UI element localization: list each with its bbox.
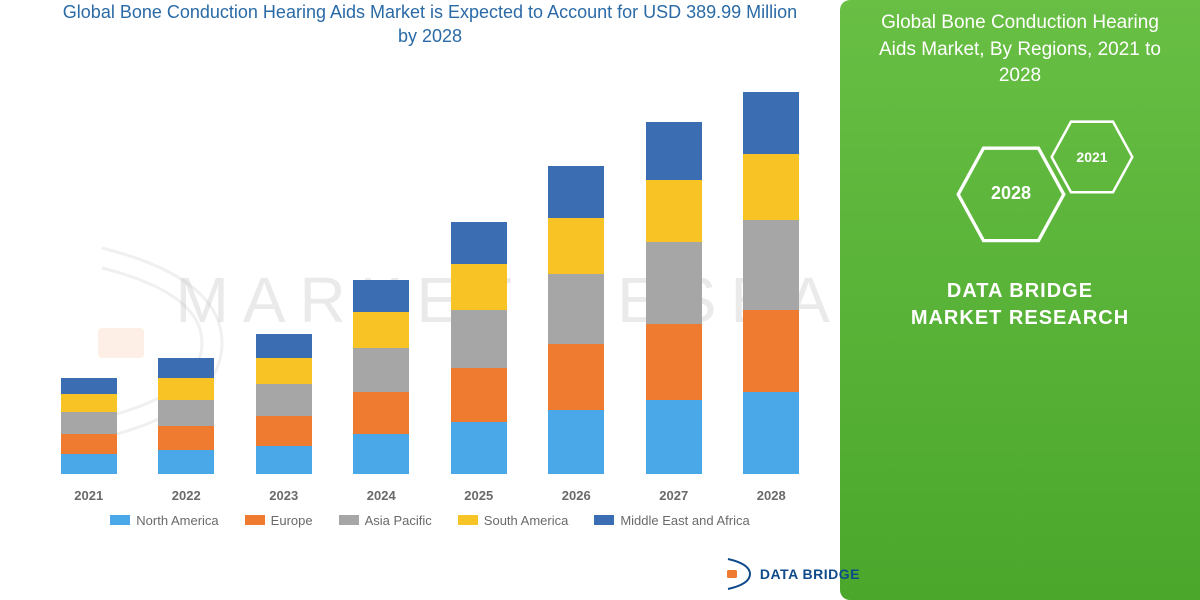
- x-label: 2023: [240, 488, 328, 503]
- x-label: 2026: [532, 488, 620, 503]
- bar-segment: [158, 426, 214, 450]
- x-label: 2021: [45, 488, 133, 503]
- bar-stack: [158, 358, 214, 474]
- footer-logo-text: DATA BRIDGE: [760, 566, 860, 582]
- bar-stack: [353, 280, 409, 474]
- bar-segment: [158, 378, 214, 400]
- bar-segment: [646, 324, 702, 400]
- hex-large-label: 2028: [991, 183, 1031, 204]
- bar-segment: [61, 454, 117, 474]
- brand-line-1: DATA BRIDGE: [866, 278, 1174, 305]
- x-label: 2025: [435, 488, 523, 503]
- bar-segment: [548, 274, 604, 344]
- footer-logo: DATA BRIDGE: [724, 556, 860, 592]
- bar-segment: [548, 344, 604, 410]
- bar-segment: [158, 450, 214, 474]
- bar-segment: [158, 400, 214, 426]
- bar-segment: [451, 310, 507, 368]
- bar-segment: [451, 264, 507, 310]
- hex-small-label: 2021: [1076, 149, 1107, 165]
- bar-segment: [61, 394, 117, 412]
- bar-segment: [353, 348, 409, 392]
- right-summary-panel: Global Bone Conduction Hearing Aids Mark…: [840, 0, 1200, 600]
- bar-segment: [256, 446, 312, 474]
- bar-segment: [548, 166, 604, 218]
- bar-segment: [646, 400, 702, 474]
- bar-column: [337, 280, 425, 474]
- bar-segment: [451, 422, 507, 474]
- legend-item: Middle East and Africa: [594, 513, 749, 528]
- bar-segment: [548, 410, 604, 474]
- legend-item: Europe: [245, 513, 313, 528]
- bar-column: [240, 334, 328, 474]
- bar-column: [45, 378, 133, 474]
- legend-item: Asia Pacific: [339, 513, 432, 528]
- bar-segment: [256, 334, 312, 358]
- legend-swatch: [458, 515, 478, 525]
- bar-stack: [61, 378, 117, 474]
- legend-label: North America: [136, 513, 218, 528]
- bar-segment: [61, 412, 117, 434]
- brand-block: DATA BRIDGE MARKET RESEARCH: [866, 278, 1174, 332]
- legend-label: South America: [484, 513, 569, 528]
- legend-label: Europe: [271, 513, 313, 528]
- bar-segment: [743, 310, 799, 392]
- x-label: 2027: [630, 488, 718, 503]
- brand-line-2: MARKET RESEARCH: [866, 305, 1174, 332]
- bar-column: [435, 222, 523, 474]
- bar-segment: [353, 312, 409, 348]
- legend-label: Middle East and Africa: [620, 513, 749, 528]
- chart-legend: North America Europe Asia Pacific South Ame…: [20, 513, 840, 528]
- footer-logo-icon: [724, 556, 752, 592]
- chart-plot-area: 2021 2022 2023 2024 2025 2026 2027 2028: [40, 63, 820, 503]
- panel-title: Global Bone Conduction Hearing Aids Mark…: [866, 10, 1174, 90]
- bar-segment: [353, 392, 409, 434]
- chart-panel: Global Bone Conduction Hearing Aids Mark…: [20, 0, 840, 560]
- legend-swatch: [594, 515, 614, 525]
- bar-segment: [61, 434, 117, 454]
- bar-group-container: [40, 63, 820, 475]
- legend-item: South America: [458, 513, 569, 528]
- bar-segment: [743, 220, 799, 310]
- x-label: 2028: [727, 488, 815, 503]
- bar-segment: [451, 368, 507, 422]
- bar-segment: [451, 222, 507, 264]
- x-label: 2022: [142, 488, 230, 503]
- x-axis-labels: 2021 2022 2023 2024 2025 2026 2027 2028: [40, 488, 820, 503]
- bar-stack: [256, 334, 312, 474]
- bar-segment: [743, 392, 799, 474]
- legend-label: Asia Pacific: [365, 513, 432, 528]
- legend-swatch: [339, 515, 359, 525]
- bar-segment: [158, 358, 214, 378]
- bar-stack: [451, 222, 507, 474]
- bar-segment: [743, 92, 799, 154]
- bar-segment: [353, 434, 409, 474]
- x-label: 2024: [337, 488, 425, 503]
- legend-swatch: [245, 515, 265, 525]
- bar-column: [630, 122, 718, 474]
- bar-segment: [646, 242, 702, 324]
- legend-item: North America: [110, 513, 218, 528]
- bar-segment: [353, 280, 409, 312]
- bar-segment: [61, 378, 117, 394]
- bar-segment: [256, 416, 312, 446]
- bar-segment: [548, 218, 604, 274]
- hex-small: 2021: [1050, 120, 1134, 194]
- chart-title: Global Bone Conduction Hearing Aids Mark…: [20, 0, 840, 63]
- bar-stack: [646, 122, 702, 474]
- bar-segment: [256, 358, 312, 384]
- legend-swatch: [110, 515, 130, 525]
- bar-segment: [646, 180, 702, 242]
- bar-column: [727, 92, 815, 474]
- bar-stack: [743, 92, 799, 474]
- bar-stack: [548, 166, 604, 474]
- bar-segment: [743, 154, 799, 220]
- bar-segment: [256, 384, 312, 416]
- bar-column: [532, 166, 620, 474]
- bar-column: [142, 358, 230, 474]
- year-hex-graphic: 2028 2021: [866, 100, 1174, 270]
- bar-segment: [646, 122, 702, 180]
